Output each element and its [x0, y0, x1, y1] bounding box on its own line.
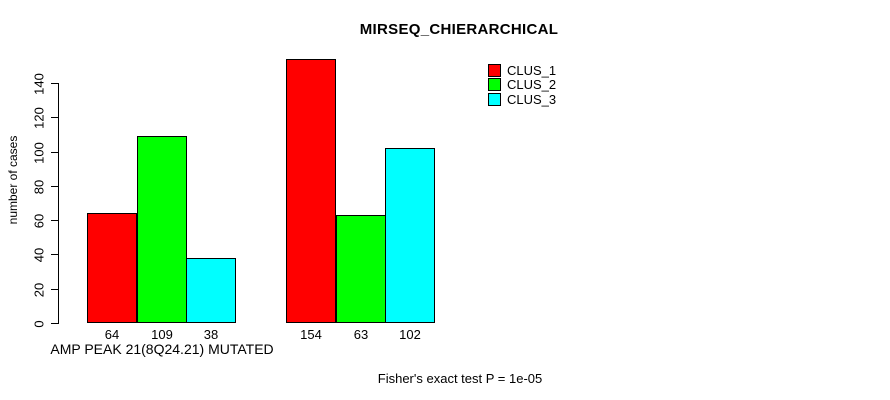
bar-clus_2-group1 — [137, 136, 187, 323]
bar-clus_1-group1 — [87, 213, 137, 323]
x-axis-group-label: AMP PEAK 21(8Q24.21) MUTATED — [50, 341, 274, 357]
y-tick-label: 120 — [31, 106, 47, 129]
legend-swatch — [488, 63, 501, 77]
bar-value-label: 154 — [300, 327, 322, 342]
legend-item: CLUS_1 — [488, 63, 556, 78]
legend-item: CLUS_2 — [488, 77, 557, 93]
bar-clus_3-group1 — [186, 258, 236, 323]
y-tick — [51, 152, 58, 153]
y-tick-label: 0 — [31, 319, 47, 328]
y-tick — [51, 83, 58, 84]
legend-label: CLUS_2 — [507, 77, 557, 93]
y-tick-label: 80 — [31, 179, 47, 194]
y-tick-label: 60 — [31, 213, 47, 228]
y-tick-label: 40 — [31, 247, 47, 262]
legend-item: CLUS_3 — [488, 92, 556, 107]
y-tick — [51, 289, 58, 290]
legend-label: CLUS_3 — [507, 91, 557, 107]
footnote-pvalue: Fisher's exact test P = 1e-05 — [377, 371, 543, 386]
y-tick — [51, 220, 58, 221]
bar-value-label: 109 — [151, 327, 173, 342]
y-tick — [51, 323, 58, 324]
y-axis-line — [58, 83, 59, 324]
bar-value-label: 102 — [399, 327, 421, 342]
bar-value-label: 63 — [353, 327, 369, 342]
y-tick-label: 100 — [31, 141, 47, 164]
chart-title: MIRSEQ_CHIERARCHICAL — [359, 21, 559, 38]
y-tick-label: 20 — [31, 282, 47, 297]
legend-swatch — [488, 78, 501, 92]
bar-clus_1-group2 — [286, 59, 336, 323]
y-tick — [51, 117, 58, 118]
legend-swatch — [488, 92, 501, 106]
bar-value-label: 38 — [203, 327, 219, 342]
y-axis-label: number of cases — [6, 135, 20, 225]
bar-value-label: 64 — [104, 327, 120, 342]
legend-label: CLUS_1 — [507, 62, 557, 78]
legend: CLUS_1 CLUS_2 CLUS_3 — [488, 63, 556, 107]
y-tick — [51, 254, 58, 255]
y-tick — [51, 186, 58, 187]
y-tick-label: 140 — [31, 72, 47, 95]
bar-clus_2-group2 — [336, 215, 386, 323]
bar-clus_3-group2 — [385, 148, 435, 323]
